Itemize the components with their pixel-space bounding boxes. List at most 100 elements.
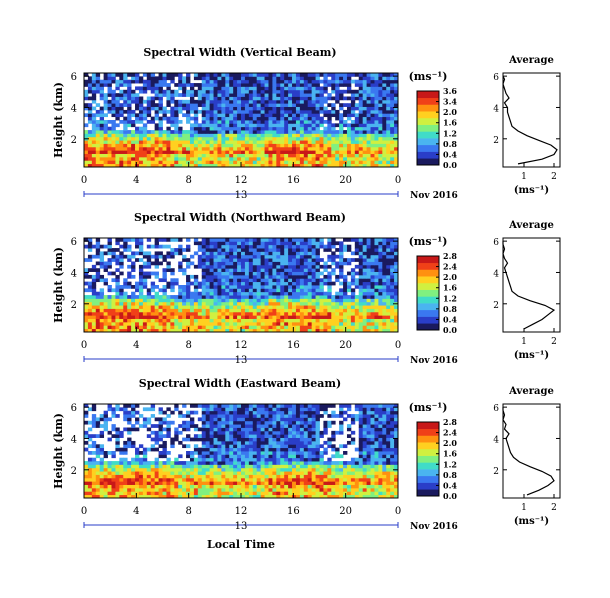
heatmap-cell (386, 133, 391, 138)
heatmap-cell (221, 328, 226, 333)
heatmap-cell (99, 288, 105, 293)
heatmap-cell (189, 325, 195, 330)
heatmap-cell (299, 251, 305, 256)
heatmap-cell (244, 248, 250, 252)
heatmap-cell (382, 305, 387, 309)
heatmap-cell (229, 484, 234, 489)
heatmap-cell (174, 481, 179, 485)
heatmap-cell (378, 76, 383, 81)
heatmap-cell (244, 308, 250, 313)
heatmap-cell (366, 136, 371, 141)
heatmap-cell (131, 301, 136, 306)
heatmap-cell (331, 481, 336, 485)
heatmap-cell (131, 79, 136, 84)
heatmap-cell (370, 123, 375, 128)
colorbar-tick-label: 1.2 (443, 128, 457, 138)
heatmap-cell (87, 461, 93, 465)
heatmap-cell (84, 494, 89, 499)
heatmap-cell (103, 295, 108, 299)
heatmap-cell (217, 146, 222, 151)
heatmap-cell (354, 238, 360, 242)
heatmap-cell (99, 113, 105, 118)
heatmap-cell (358, 126, 364, 131)
heatmap-cell (280, 325, 285, 330)
heatmap-cell (346, 156, 352, 161)
heatmap-cell (339, 156, 344, 161)
heatmap-cell (303, 160, 309, 165)
heatmap-cell (256, 258, 262, 262)
heatmap-cell (299, 471, 305, 475)
heatmap-cell (386, 248, 391, 252)
heatmap-cell (362, 311, 368, 316)
heatmap-cell (213, 315, 218, 319)
heatmap-cell (252, 86, 258, 91)
heatmap-cell (256, 116, 262, 121)
heatmap-cell (299, 96, 305, 101)
heatmap-cell (99, 120, 105, 124)
heatmap-cell (252, 116, 258, 121)
heatmap-cell (319, 106, 324, 111)
heatmap-cell (241, 278, 246, 283)
heatmap-cell (295, 494, 301, 499)
heatmap-cell (366, 143, 371, 148)
heatmap-cell (241, 328, 246, 333)
heatmap-cell (209, 99, 214, 104)
heatmap-cell (358, 116, 364, 121)
heatmap-cell (343, 278, 348, 283)
heatmap-cell (87, 474, 93, 479)
heatmap-cell (244, 481, 250, 485)
heatmap-cell (366, 285, 371, 289)
heatmap-cell (123, 484, 128, 489)
heatmap-cell (201, 106, 207, 111)
heatmap-cell (103, 163, 108, 168)
heatmap-cell (87, 113, 93, 118)
heatmap-cell (276, 318, 281, 323)
heatmap-cell (260, 308, 265, 313)
heatmap-cell (103, 93, 108, 97)
heatmap-cell (315, 264, 320, 269)
heatmap-cell (229, 325, 234, 330)
heatmap-cell (103, 140, 108, 144)
heatmap-cell (237, 96, 242, 101)
heatmap-cell (189, 477, 195, 482)
heatmap-cell (95, 301, 101, 306)
heatmap-cell (252, 96, 258, 101)
heatmap-cell (174, 474, 179, 479)
heatmap-cell (99, 156, 105, 161)
heatmap-cell (115, 274, 120, 279)
heatmap-cell (182, 153, 187, 158)
heatmap-cell (91, 308, 97, 313)
heatmap-cell (189, 308, 195, 313)
heatmap-cell (268, 163, 273, 168)
heatmap-cell (209, 325, 214, 330)
heatmap-cell (350, 494, 356, 499)
heatmap-cell (213, 160, 218, 165)
heatmap-cell (272, 113, 277, 118)
heatmap-cell (307, 315, 313, 319)
heatmap-cell (284, 89, 289, 94)
heatmap-cell (131, 150, 136, 154)
heatmap-cell (343, 73, 348, 77)
heatmap-cell (390, 471, 395, 475)
heatmap-cell (370, 481, 375, 485)
heatmap-cell (131, 251, 136, 256)
heatmap-cell (374, 133, 379, 138)
heatmap-cell (386, 238, 391, 242)
heatmap-cell (123, 291, 128, 296)
heatmap-cell (237, 291, 242, 296)
heatmap-cell (386, 254, 391, 259)
heatmap-cell (119, 89, 124, 94)
heatmap-cell (174, 278, 179, 283)
heatmap-cell (252, 133, 258, 138)
heatmap-cell (123, 123, 128, 128)
heatmap-cell (217, 251, 222, 256)
heatmap-cell (166, 140, 171, 144)
heatmap-cell (331, 76, 336, 81)
heatmap-cell (162, 133, 167, 138)
heatmap-cell (217, 244, 222, 249)
heatmap-cell (252, 328, 258, 333)
heatmap-cell (303, 163, 309, 168)
heatmap-cell (146, 321, 152, 326)
heatmap-cell (209, 321, 214, 326)
heatmap-cell (256, 123, 262, 128)
